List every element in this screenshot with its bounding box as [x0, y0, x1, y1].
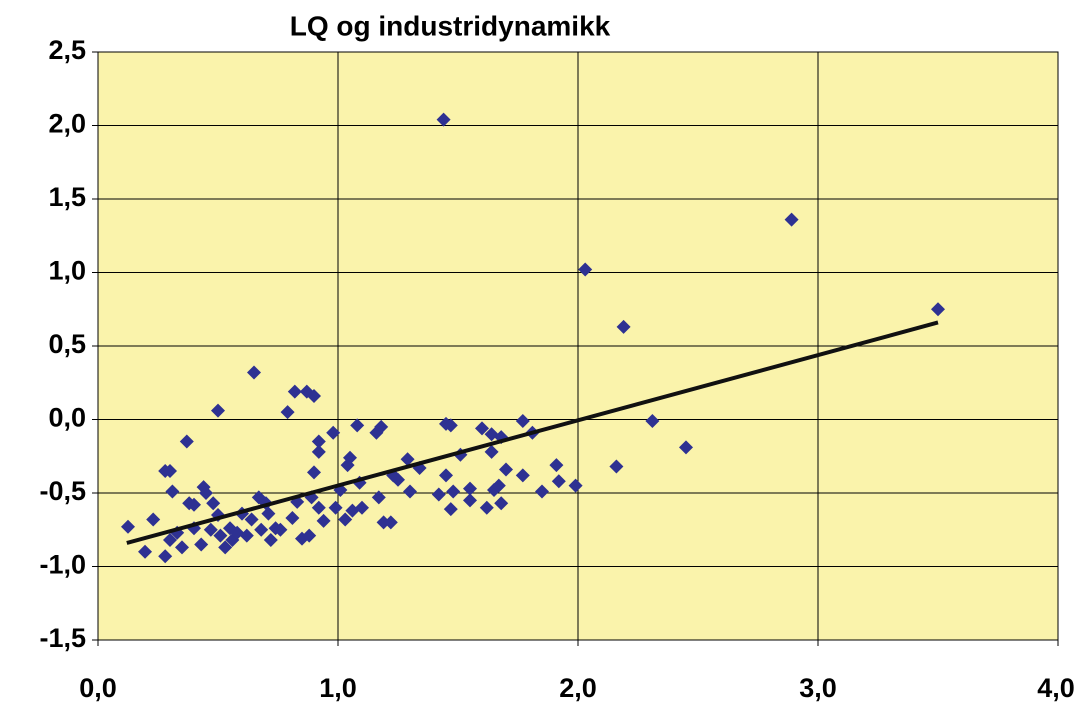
point	[931, 302, 945, 317]
y-tick-label: -1,5	[39, 623, 86, 653]
point	[138, 544, 153, 559]
y-tick-label: 2,5	[48, 35, 86, 65]
point	[436, 112, 451, 127]
point	[307, 465, 321, 480]
point	[261, 506, 276, 521]
point	[400, 452, 415, 467]
point	[645, 413, 660, 428]
point	[784, 212, 799, 227]
point	[187, 497, 201, 512]
point	[494, 496, 509, 511]
point	[446, 484, 461, 499]
point	[549, 458, 564, 473]
point	[609, 459, 624, 474]
point	[175, 540, 189, 555]
point	[273, 522, 288, 537]
point	[484, 444, 499, 459]
point	[203, 522, 218, 537]
point	[285, 510, 300, 525]
point	[211, 403, 225, 418]
y-tick-label: 0,5	[48, 329, 86, 359]
point	[338, 512, 353, 527]
y-tick-label: 2,0	[48, 109, 86, 139]
point	[165, 484, 180, 499]
y-tick-label: 0,0	[48, 403, 86, 433]
x-tick-label: 2,0	[559, 673, 597, 703]
point	[616, 319, 631, 334]
point	[307, 388, 321, 403]
point	[158, 549, 173, 564]
point	[463, 481, 477, 496]
x-tick-label: 4,0	[1037, 673, 1075, 703]
point	[491, 478, 506, 493]
point	[199, 486, 213, 500]
point	[239, 528, 254, 543]
point	[247, 365, 261, 380]
point	[463, 493, 477, 508]
chart-title: LQ og industridynamikk	[290, 10, 611, 41]
point	[213, 528, 228, 543]
point	[280, 405, 295, 420]
point	[383, 515, 398, 530]
x-tick-label: 1,0	[319, 673, 357, 703]
point	[206, 496, 221, 511]
point	[302, 528, 317, 543]
point	[403, 484, 417, 499]
point	[311, 434, 326, 449]
y-tick-label: 1,5	[48, 182, 86, 212]
y-tick-label: -0,5	[39, 476, 86, 506]
point	[371, 490, 386, 505]
point	[578, 262, 593, 277]
y-tick-label: -1,0	[39, 550, 86, 580]
point	[263, 533, 278, 548]
point	[515, 468, 530, 483]
point	[244, 512, 259, 527]
trend-line	[126, 320, 939, 545]
point	[679, 440, 693, 455]
point	[443, 502, 458, 517]
point	[350, 418, 365, 433]
point	[328, 500, 343, 515]
point	[146, 512, 161, 527]
point	[343, 450, 357, 465]
x-tick-label: 0,0	[79, 673, 117, 703]
point	[163, 533, 177, 548]
point	[391, 472, 405, 487]
point	[163, 463, 177, 478]
point	[254, 522, 269, 537]
point	[376, 515, 391, 530]
point	[311, 500, 326, 515]
point	[479, 500, 494, 515]
point	[374, 419, 389, 434]
point	[326, 425, 341, 440]
point	[179, 434, 194, 449]
point	[439, 468, 453, 483]
point	[431, 487, 446, 502]
point	[475, 421, 489, 436]
point	[287, 384, 302, 399]
point	[311, 444, 326, 459]
point	[355, 500, 369, 515]
point	[515, 413, 530, 428]
point	[443, 418, 458, 433]
x-tick-label: 3,0	[799, 673, 837, 703]
point	[316, 513, 331, 528]
point	[568, 478, 583, 493]
point	[218, 540, 233, 555]
point	[535, 484, 549, 499]
y-tick-label: 1,0	[48, 256, 86, 286]
point	[121, 519, 135, 534]
point	[551, 474, 566, 489]
point	[499, 462, 513, 477]
point	[194, 537, 209, 552]
